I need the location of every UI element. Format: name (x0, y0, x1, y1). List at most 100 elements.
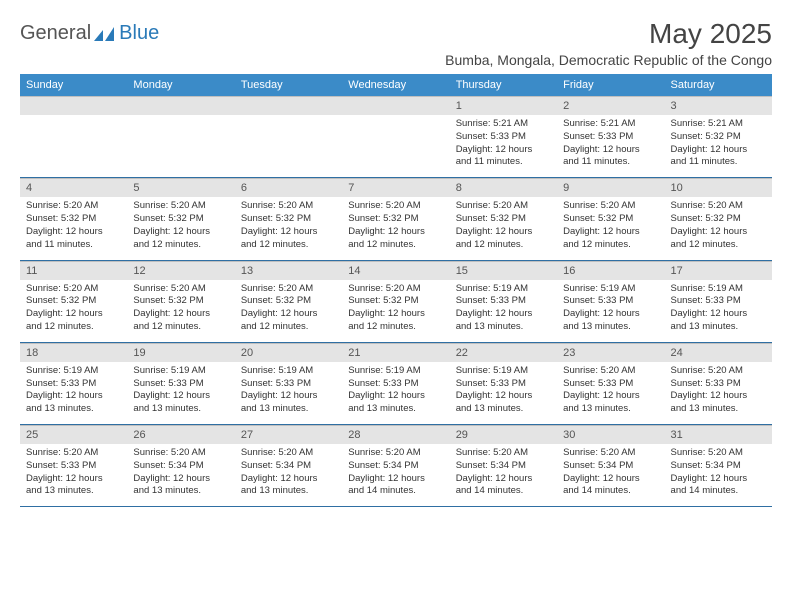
day-cell: 6 (235, 178, 342, 198)
day-number: 5 (127, 178, 234, 197)
daylight-text-2: and 13 minutes. (456, 403, 551, 416)
day-cell: 7 (342, 178, 449, 198)
day-number (235, 96, 342, 115)
day-header-row: SundayMondayTuesdayWednesdayThursdayFrid… (20, 74, 772, 96)
daylight-text-2: and 12 minutes. (133, 239, 228, 252)
sunset-text: Sunset: 5:32 PM (671, 213, 766, 226)
day-content: Sunrise: 5:21 AMSunset: 5:33 PMDaylight:… (450, 115, 557, 177)
daylight-text-1: Daylight: 12 hours (563, 473, 658, 486)
daylight-text-2: and 11 minutes. (563, 156, 658, 169)
day-content: Sunrise: 5:19 AMSunset: 5:33 PMDaylight:… (557, 280, 664, 342)
title-block: May 2025 Bumba, Mongala, Democratic Repu… (445, 18, 772, 68)
day-header: Thursday (450, 74, 557, 96)
daylight-text-2: and 11 minutes. (456, 156, 551, 169)
day-cell: Sunrise: 5:19 AMSunset: 5:33 PMDaylight:… (20, 362, 127, 425)
week-contentrow: Sunrise: 5:21 AMSunset: 5:33 PMDaylight:… (20, 115, 772, 178)
day-content: Sunrise: 5:20 AMSunset: 5:33 PMDaylight:… (20, 444, 127, 506)
sunset-text: Sunset: 5:32 PM (133, 295, 228, 308)
day-number: 24 (665, 343, 772, 362)
day-content: Sunrise: 5:20 AMSunset: 5:32 PMDaylight:… (20, 197, 127, 259)
day-number: 9 (557, 178, 664, 197)
daylight-text-2: and 12 minutes. (671, 239, 766, 252)
daylight-text-1: Daylight: 12 hours (348, 473, 443, 486)
day-number: 2 (557, 96, 664, 115)
sunset-text: Sunset: 5:34 PM (133, 460, 228, 473)
daylight-text-1: Daylight: 12 hours (133, 473, 228, 486)
day-cell: Sunrise: 5:20 AMSunset: 5:34 PMDaylight:… (450, 444, 557, 507)
day-cell: 3 (665, 96, 772, 115)
day-number: 25 (20, 425, 127, 444)
sunrise-text: Sunrise: 5:19 AM (133, 365, 228, 378)
day-cell: 28 (342, 425, 449, 445)
sunrise-text: Sunrise: 5:20 AM (563, 447, 658, 460)
day-header: Wednesday (342, 74, 449, 96)
day-content: Sunrise: 5:20 AMSunset: 5:33 PMDaylight:… (665, 362, 772, 424)
daylight-text-1: Daylight: 12 hours (456, 308, 551, 321)
daylight-text-1: Daylight: 12 hours (241, 473, 336, 486)
day-number: 18 (20, 343, 127, 362)
day-cell: 1 (450, 96, 557, 115)
day-cell (20, 115, 127, 178)
day-cell: 20 (235, 342, 342, 362)
sunset-text: Sunset: 5:34 PM (671, 460, 766, 473)
day-cell: Sunrise: 5:19 AMSunset: 5:33 PMDaylight:… (342, 362, 449, 425)
daylight-text-2: and 14 minutes. (456, 485, 551, 498)
day-cell: 21 (342, 342, 449, 362)
sunset-text: Sunset: 5:33 PM (348, 378, 443, 391)
day-number: 20 (235, 343, 342, 362)
day-cell (127, 115, 234, 178)
sunrise-text: Sunrise: 5:20 AM (563, 365, 658, 378)
day-content: Sunrise: 5:19 AMSunset: 5:33 PMDaylight:… (450, 280, 557, 342)
sunset-text: Sunset: 5:33 PM (563, 131, 658, 144)
daylight-text-2: and 13 minutes. (456, 321, 551, 334)
day-cell: Sunrise: 5:20 AMSunset: 5:32 PMDaylight:… (342, 197, 449, 260)
day-content: Sunrise: 5:20 AMSunset: 5:34 PMDaylight:… (665, 444, 772, 506)
daylight-text-1: Daylight: 12 hours (133, 390, 228, 403)
day-number: 22 (450, 343, 557, 362)
day-content: Sunrise: 5:19 AMSunset: 5:33 PMDaylight:… (342, 362, 449, 424)
sunset-text: Sunset: 5:33 PM (456, 378, 551, 391)
sunrise-text: Sunrise: 5:20 AM (348, 283, 443, 296)
day-cell: 12 (127, 260, 234, 280)
day-cell: 19 (127, 342, 234, 362)
sunset-text: Sunset: 5:33 PM (456, 131, 551, 144)
day-content: Sunrise: 5:20 AMSunset: 5:34 PMDaylight:… (342, 444, 449, 506)
day-cell: Sunrise: 5:20 AMSunset: 5:34 PMDaylight:… (557, 444, 664, 507)
sunset-text: Sunset: 5:33 PM (241, 378, 336, 391)
sunrise-text: Sunrise: 5:19 AM (456, 365, 551, 378)
week-contentrow: Sunrise: 5:19 AMSunset: 5:33 PMDaylight:… (20, 362, 772, 425)
day-cell: 30 (557, 425, 664, 445)
day-header: Monday (127, 74, 234, 96)
day-number: 13 (235, 261, 342, 280)
day-content: Sunrise: 5:20 AMSunset: 5:32 PMDaylight:… (127, 280, 234, 342)
page-subtitle: Bumba, Mongala, Democratic Republic of t… (445, 52, 772, 68)
day-number: 10 (665, 178, 772, 197)
day-cell: Sunrise: 5:20 AMSunset: 5:32 PMDaylight:… (235, 280, 342, 343)
sunset-text: Sunset: 5:32 PM (456, 213, 551, 226)
day-cell: Sunrise: 5:20 AMSunset: 5:32 PMDaylight:… (235, 197, 342, 260)
day-number (20, 96, 127, 115)
sunrise-text: Sunrise: 5:20 AM (671, 447, 766, 460)
day-cell: Sunrise: 5:20 AMSunset: 5:32 PMDaylight:… (342, 280, 449, 343)
day-content: Sunrise: 5:19 AMSunset: 5:33 PMDaylight:… (665, 280, 772, 342)
day-content: Sunrise: 5:19 AMSunset: 5:33 PMDaylight:… (450, 362, 557, 424)
day-header: Friday (557, 74, 664, 96)
day-cell: Sunrise: 5:20 AMSunset: 5:32 PMDaylight:… (20, 197, 127, 260)
day-number: 16 (557, 261, 664, 280)
daylight-text-2: and 13 minutes. (26, 485, 121, 498)
day-number: 31 (665, 425, 772, 444)
day-content: Sunrise: 5:19 AMSunset: 5:33 PMDaylight:… (235, 362, 342, 424)
sunrise-text: Sunrise: 5:19 AM (241, 365, 336, 378)
daylight-text-1: Daylight: 12 hours (563, 144, 658, 157)
day-number: 4 (20, 178, 127, 197)
day-cell: Sunrise: 5:20 AMSunset: 5:33 PMDaylight:… (665, 362, 772, 425)
day-cell: 16 (557, 260, 664, 280)
day-content: Sunrise: 5:20 AMSunset: 5:34 PMDaylight:… (235, 444, 342, 506)
daylight-text-2: and 13 minutes. (241, 485, 336, 498)
logo-text-general: General (20, 22, 91, 45)
week-numrow: 11121314151617 (20, 260, 772, 280)
day-cell (342, 115, 449, 178)
daylight-text-1: Daylight: 12 hours (133, 226, 228, 239)
sunset-text: Sunset: 5:32 PM (563, 213, 658, 226)
daylight-text-2: and 13 minutes. (348, 403, 443, 416)
